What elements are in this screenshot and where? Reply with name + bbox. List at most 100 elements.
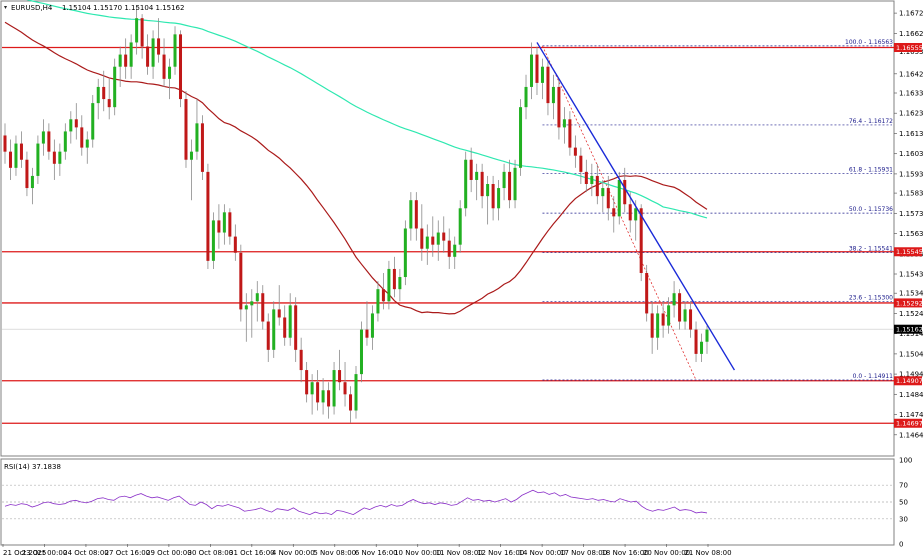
candle[interactable] bbox=[491, 175, 495, 221]
candle[interactable] bbox=[305, 361, 309, 403]
candle[interactable] bbox=[601, 179, 605, 213]
candle[interactable] bbox=[135, 6, 139, 55]
candle[interactable] bbox=[502, 163, 506, 201]
candle[interactable] bbox=[146, 34, 150, 75]
candle[interactable] bbox=[425, 224, 429, 265]
candle[interactable] bbox=[36, 135, 40, 185]
candle[interactable] bbox=[628, 192, 632, 233]
candle[interactable] bbox=[91, 95, 95, 148]
candle[interactable] bbox=[359, 321, 363, 383]
candle[interactable] bbox=[392, 256, 396, 298]
candle[interactable] bbox=[568, 111, 572, 156]
candle[interactable] bbox=[623, 167, 627, 213]
candle[interactable] bbox=[310, 374, 314, 415]
candle[interactable] bbox=[529, 42, 534, 100]
candle[interactable] bbox=[414, 192, 418, 241]
candle[interactable] bbox=[475, 163, 479, 201]
candle[interactable] bbox=[189, 139, 193, 201]
candle[interactable] bbox=[431, 216, 435, 257]
candle[interactable] bbox=[694, 321, 698, 362]
candle[interactable] bbox=[573, 135, 577, 168]
candle[interactable] bbox=[288, 293, 292, 346]
candle[interactable] bbox=[689, 301, 693, 338]
candle[interactable] bbox=[650, 301, 654, 354]
candle[interactable] bbox=[606, 175, 610, 221]
candle[interactable] bbox=[595, 163, 599, 205]
candle[interactable] bbox=[678, 289, 682, 330]
candle[interactable] bbox=[617, 171, 621, 225]
candle[interactable] bbox=[645, 264, 649, 322]
candle[interactable] bbox=[497, 179, 501, 221]
candle[interactable] bbox=[354, 366, 358, 419]
candle[interactable] bbox=[376, 281, 380, 322]
candle[interactable] bbox=[14, 135, 18, 176]
candle[interactable] bbox=[535, 46, 539, 96]
candle[interactable] bbox=[107, 78, 111, 120]
candle[interactable] bbox=[349, 386, 353, 423]
candle[interactable] bbox=[370, 305, 374, 350]
candle[interactable] bbox=[705, 325, 709, 354]
candle[interactable] bbox=[513, 159, 517, 209]
candle[interactable] bbox=[102, 70, 106, 112]
candle[interactable] bbox=[464, 151, 468, 217]
candle[interactable] bbox=[469, 147, 473, 193]
candle[interactable] bbox=[184, 90, 188, 168]
candle[interactable] bbox=[250, 289, 254, 338]
candle[interactable] bbox=[283, 305, 287, 346]
candle[interactable] bbox=[244, 293, 248, 342]
candle[interactable] bbox=[41, 119, 45, 156]
candle[interactable] bbox=[85, 131, 89, 164]
candle[interactable] bbox=[562, 107, 566, 144]
candle[interactable] bbox=[211, 212, 215, 269]
candle[interactable] bbox=[19, 131, 23, 168]
candle[interactable] bbox=[47, 123, 51, 160]
candle[interactable] bbox=[403, 220, 407, 286]
candle[interactable] bbox=[557, 78, 561, 140]
candle[interactable] bbox=[508, 159, 512, 209]
candle[interactable] bbox=[80, 115, 84, 156]
candle[interactable] bbox=[222, 204, 226, 245]
candle[interactable] bbox=[579, 147, 583, 185]
candle[interactable] bbox=[168, 58, 172, 100]
candle[interactable] bbox=[195, 99, 199, 160]
candle[interactable] bbox=[200, 115, 204, 180]
descending-trendline[interactable] bbox=[536, 42, 736, 371]
candle[interactable] bbox=[96, 78, 100, 120]
candle[interactable] bbox=[74, 103, 78, 140]
candle[interactable] bbox=[387, 260, 391, 310]
candle[interactable] bbox=[524, 74, 528, 120]
candle[interactable] bbox=[217, 204, 221, 249]
candle[interactable] bbox=[266, 313, 270, 362]
candle[interactable] bbox=[162, 38, 166, 87]
candle[interactable] bbox=[140, 14, 144, 59]
candle[interactable] bbox=[272, 301, 276, 358]
candle[interactable] bbox=[63, 123, 67, 160]
candle[interactable] bbox=[486, 175, 490, 225]
candle[interactable] bbox=[343, 361, 347, 407]
candle[interactable] bbox=[69, 111, 73, 144]
candle[interactable] bbox=[118, 46, 122, 87]
candle[interactable] bbox=[124, 38, 128, 79]
candle[interactable] bbox=[327, 382, 331, 419]
candle[interactable] bbox=[52, 139, 56, 180]
candle[interactable] bbox=[294, 297, 298, 362]
candle[interactable] bbox=[206, 163, 210, 269]
candle[interactable] bbox=[261, 285, 265, 330]
candle[interactable] bbox=[584, 159, 588, 193]
candle[interactable] bbox=[458, 200, 462, 253]
candle[interactable] bbox=[453, 236, 457, 269]
candle[interactable] bbox=[700, 333, 704, 362]
candle[interactable] bbox=[8, 139, 12, 180]
candle[interactable] bbox=[58, 143, 62, 176]
candle[interactable] bbox=[420, 204, 424, 261]
candle[interactable] bbox=[639, 204, 643, 282]
candle[interactable] bbox=[338, 349, 342, 391]
candle[interactable] bbox=[365, 301, 369, 346]
candle[interactable] bbox=[409, 192, 413, 241]
candle[interactable] bbox=[612, 196, 616, 233]
candle[interactable] bbox=[255, 281, 259, 322]
candle[interactable] bbox=[546, 58, 550, 116]
candle[interactable] bbox=[233, 224, 237, 261]
candle[interactable] bbox=[398, 268, 402, 302]
